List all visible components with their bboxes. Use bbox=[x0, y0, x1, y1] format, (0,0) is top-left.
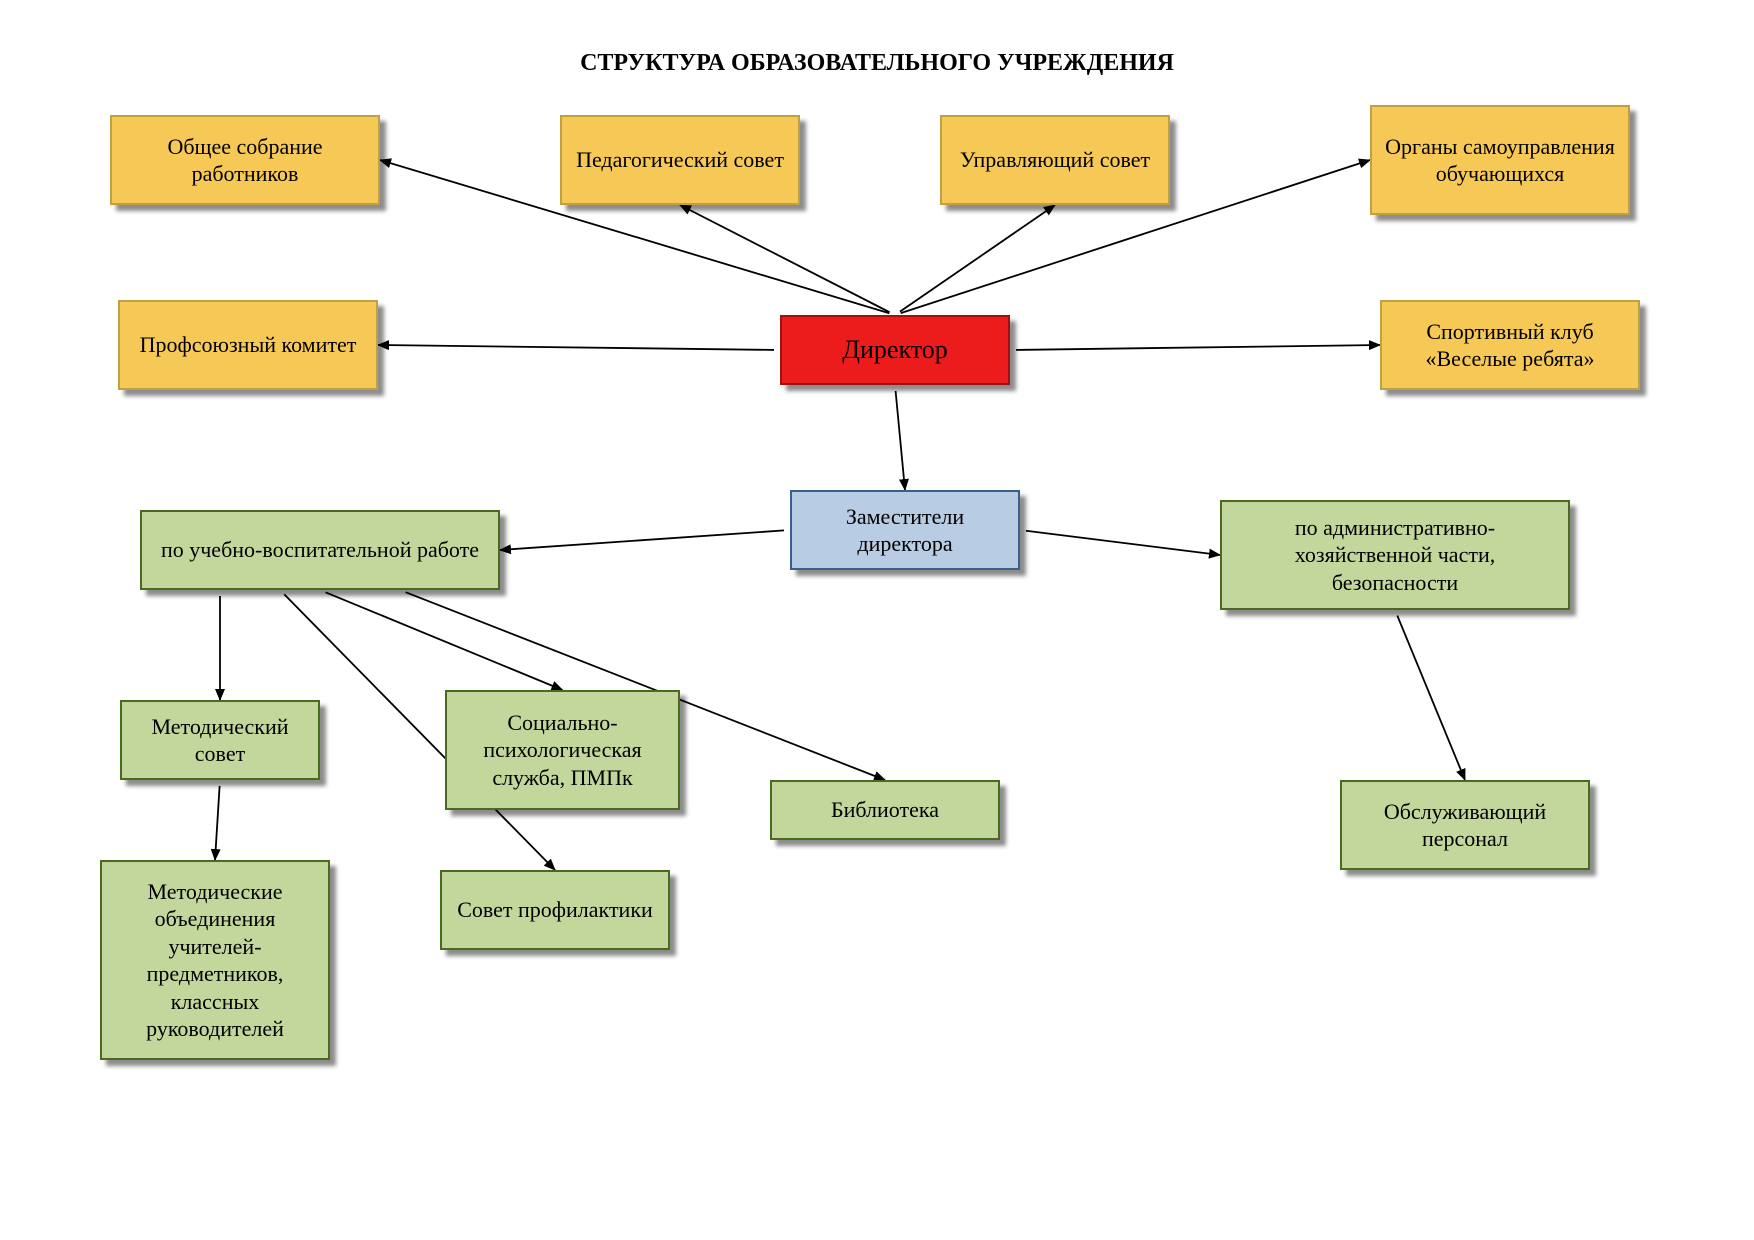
node-library: Библиотека bbox=[770, 780, 1000, 840]
node-method-assoc-label: Методические объединения учителей-предме… bbox=[110, 878, 320, 1043]
node-library-label: Библиотека bbox=[831, 796, 939, 824]
node-prevention-label: Совет профилактики bbox=[457, 896, 653, 924]
node-prevention: Совет профилактики bbox=[440, 870, 670, 950]
edge-director-to-union bbox=[378, 345, 774, 350]
edge-director-to-pedsovet bbox=[680, 205, 890, 312]
node-method-council-label: Методический совет bbox=[130, 713, 310, 768]
node-ped-council: Педагогический совет bbox=[560, 115, 800, 205]
node-deputy-education-label: по учебно-воспитательной работе bbox=[161, 536, 479, 564]
node-sport-club-label: Спортивный клуб «Веселые ребята» bbox=[1390, 318, 1630, 373]
edge-director-to-board bbox=[900, 205, 1055, 312]
node-method-assoc: Методические объединения учителей-предме… bbox=[100, 860, 330, 1060]
edge-method-to-method-assoc bbox=[215, 786, 220, 860]
edge-deputies-to-dep-admin bbox=[1026, 531, 1220, 555]
node-assembly-label: Общее собрание работников bbox=[120, 133, 370, 188]
node-assembly: Общее собрание работников bbox=[110, 115, 380, 205]
node-governing-council: Управляющий совет bbox=[940, 115, 1170, 205]
node-deputies-label: Заместители директора bbox=[800, 503, 1010, 558]
node-deputy-admin-label: по административно-хозяйственной части, … bbox=[1230, 514, 1560, 597]
edge-dep-edu-to-socpsych bbox=[326, 592, 563, 690]
edge-dep-admin-to-service bbox=[1397, 616, 1465, 780]
node-service-staff: Обслуживающий персонал bbox=[1340, 780, 1590, 870]
edge-director-to-deputies bbox=[896, 391, 905, 490]
diagram-canvas: СТРУКТУРА ОБРАЗОВАТЕЛЬНОГО УЧРЕЖДЕНИЯ Об… bbox=[0, 0, 1754, 1240]
page-title: СТРУКТУРА ОБРАЗОВАТЕЛЬНОГО УЧРЕЖДЕНИЯ bbox=[0, 50, 1754, 77]
edge-director-to-sportclub bbox=[1016, 345, 1380, 350]
node-union: Профсоюзный комитет bbox=[118, 300, 378, 390]
node-governing-council-label: Управляющий совет bbox=[960, 146, 1150, 174]
node-method-council: Методический совет bbox=[120, 700, 320, 780]
node-social-psych: Социально-психологическая служба, ПМПк bbox=[445, 690, 680, 810]
node-ped-council-label: Педагогический совет bbox=[576, 146, 784, 174]
node-social-psych-label: Социально-психологическая служба, ПМПк bbox=[455, 709, 670, 792]
node-deputy-admin: по административно-хозяйственной части, … bbox=[1220, 500, 1570, 610]
node-union-label: Профсоюзный комитет bbox=[140, 331, 357, 359]
node-self-government-label: Органы самоуправления обучающихся bbox=[1380, 133, 1620, 188]
node-service-staff-label: Обслуживающий персонал bbox=[1350, 798, 1580, 853]
node-sport-club: Спортивный клуб «Веселые ребята» bbox=[1380, 300, 1640, 390]
node-deputies: Заместители директора bbox=[790, 490, 1020, 570]
node-director: Директор bbox=[780, 315, 1010, 385]
edge-deputies-to-dep-edu bbox=[500, 530, 784, 550]
node-director-label: Директор bbox=[842, 334, 948, 367]
node-self-government: Органы самоуправления обучающихся bbox=[1370, 105, 1630, 215]
node-deputy-education: по учебно-воспитательной работе bbox=[140, 510, 500, 590]
